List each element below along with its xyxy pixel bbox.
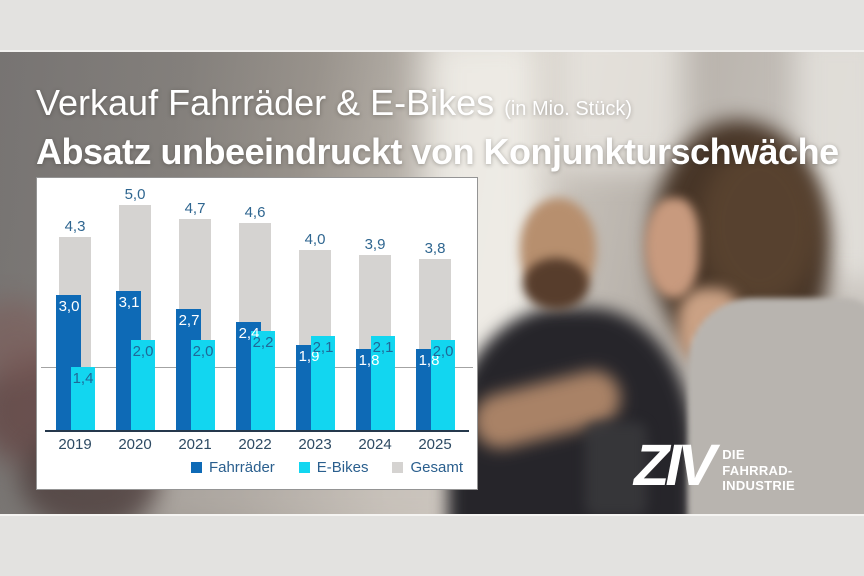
- value-label-ebikes-2021: 2,0: [192, 343, 214, 360]
- x-axis-line: [45, 430, 469, 432]
- axis-label-2023: 2023: [298, 436, 332, 453]
- bar-ebikes-2024: [371, 335, 395, 430]
- legend-item-e-bikes: E-Bikes: [298, 459, 369, 476]
- page-title-text: Verkauf Fahrräder & E-Bikes: [36, 82, 495, 123]
- value-label-gesamt-2019: 4,3: [64, 217, 86, 235]
- tagline-line-1: DIE: [722, 447, 745, 462]
- bar-ebikes-2020: [131, 340, 155, 430]
- legend-label: Fahrräder: [208, 459, 275, 476]
- top-band: [0, 0, 864, 52]
- page-title-unit: (in Mio. Stück): [504, 98, 633, 120]
- ziv-logo-tagline: DIE FAHRRAD- INDUSTRIE: [722, 447, 795, 494]
- value-label-ebikes-2023: 2,1: [312, 338, 334, 356]
- axis-label-2021: 2021: [178, 436, 212, 453]
- bottom-band: [0, 514, 864, 576]
- photo-woman-face: [645, 198, 699, 298]
- legend-swatch-gesamt: [392, 462, 404, 473]
- bar-chart: 4,3 3,0 1,4 2019 5,0 3,1 2,0 2020 4,7 2,7 2,0 2021 4…: [37, 178, 477, 489]
- chart-panel: 4,3 3,0 1,4 2019 5,0 3,1 2,0 2020 4,7 2,7 2,0 2021 4…: [36, 177, 478, 490]
- value-label-ebikes-2024: 2,1: [372, 338, 394, 356]
- ziv-logo-wordmark: ZIV: [634, 433, 716, 498]
- value-label-fahrraeder-2019: 3,0: [58, 298, 80, 315]
- legend-item-gesamt: Gesamt: [392, 459, 463, 476]
- page-subtitle: Absatz unbeeindruckt von Konjunkturschwä…: [36, 131, 839, 172]
- tagline-line-2: FAHRRAD-: [722, 462, 793, 478]
- axis-label-2024: 2024: [358, 436, 392, 453]
- photo-woman-hair-2: [700, 145, 820, 305]
- value-label-fahrraeder-2024: 1,8: [358, 352, 380, 369]
- photo-man-beard: [523, 258, 589, 310]
- value-label-fahrraeder-2022: 2,4: [238, 325, 260, 342]
- photo-woman-shirt: [688, 298, 864, 514]
- bar-ebikes-2025: [431, 340, 455, 430]
- value-label-fahrraeder-2020: 3,1: [118, 293, 140, 311]
- axis-label-2020: 2020: [118, 436, 152, 453]
- legend-label: Gesamt: [410, 459, 463, 476]
- legend-label: E-Bikes: [316, 459, 369, 476]
- value-label-gesamt-2021: 4,7: [184, 199, 206, 217]
- legend-swatch-e-bikes: [298, 462, 310, 473]
- photo-window-light-2: [555, 50, 685, 170]
- value-label-gesamt-2022: 4,6: [244, 204, 266, 221]
- chart-legend: Fahrräder E-Bikes Gesamt: [190, 459, 463, 476]
- value-label-gesamt-2020: 5,0: [124, 186, 146, 203]
- axis-label-2022: 2022: [238, 436, 272, 453]
- title-block: Verkauf Fahrräder & E-Bikes (in Mio. Stüc…: [36, 82, 839, 173]
- axis-label-2025: 2025: [418, 436, 452, 453]
- bar-ebikes-2022: [251, 331, 275, 430]
- legend-swatch-fahrräder: [190, 462, 202, 473]
- value-label-ebikes-2025: 2,0: [432, 343, 454, 360]
- axis-label-2019: 2019: [58, 436, 92, 453]
- ziv-logo: ZIV DIE FAHRRAD- INDUSTRIE: [634, 433, 795, 498]
- value-label-gesamt-2025: 3,8: [424, 240, 446, 257]
- photo-bike-stand: [585, 422, 647, 514]
- value-label-fahrraeder-2021: 2,7: [178, 311, 200, 329]
- bar-ebikes-2021: [191, 340, 215, 430]
- value-label-ebikes-2019: 1,4: [72, 370, 94, 387]
- bar-ebikes-2023: [311, 335, 335, 430]
- value-label-ebikes-2022: 2,2: [252, 334, 274, 351]
- value-label-fahrraeder-2023: 1,9: [298, 347, 320, 365]
- value-label-gesamt-2024: 3,9: [364, 235, 386, 253]
- value-label-gesamt-2023: 4,0: [304, 231, 326, 248]
- value-label-ebikes-2020: 2,0: [132, 343, 154, 360]
- value-label-fahrraeder-2025: 1,8: [418, 352, 440, 369]
- legend-item-fahrräder: Fahrräder: [190, 459, 275, 476]
- page-title: Verkauf Fahrräder & E-Bikes (in Mio. Stüc…: [36, 82, 839, 130]
- tagline-line-3: INDUSTRIE: [722, 478, 795, 493]
- bar-ebikes-2019: [71, 367, 95, 430]
